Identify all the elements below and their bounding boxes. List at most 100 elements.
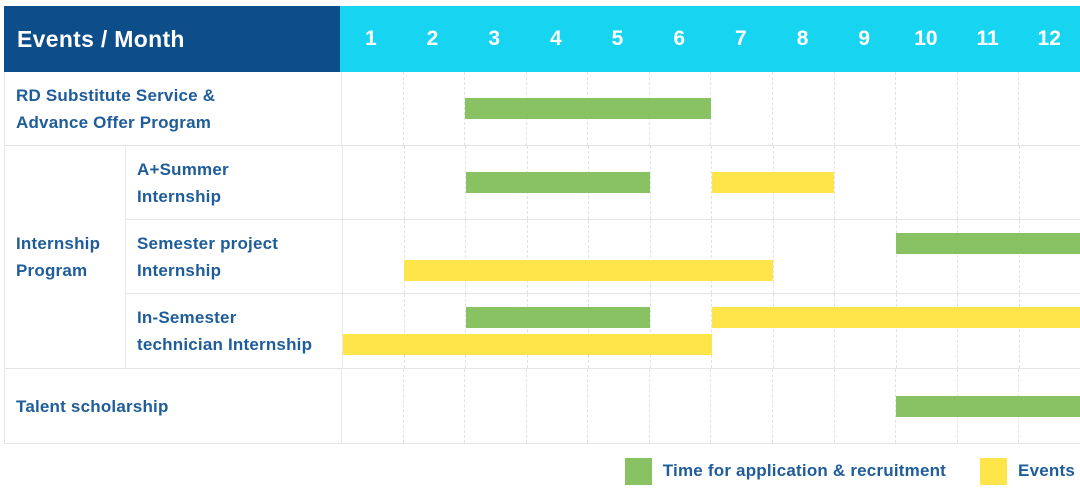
grid-cell	[772, 72, 834, 145]
grid-cell	[1018, 220, 1080, 293]
bar-track	[343, 307, 1080, 328]
row-label: Semester project Internship	[126, 220, 342, 293]
legend-item-events: Events	[980, 457, 1075, 485]
grid-cell	[957, 220, 1019, 293]
events-month-header-cell: Events / Month	[4, 6, 340, 72]
gantt-row: RD Substitute Service & Advance Offer Pro…	[5, 72, 1080, 146]
month-header-2: 2	[426, 27, 439, 50]
row-label-line: Talent scholarship	[16, 396, 169, 416]
bar-track	[343, 259, 1080, 281]
row-label: RD Substitute Service & Advance Offer Pro…	[5, 72, 341, 145]
grid-cell	[526, 220, 589, 293]
grid-cell	[648, 369, 711, 443]
grid-cell	[1018, 146, 1080, 219]
group-label-line: Program	[16, 261, 88, 280]
row-timeline	[342, 294, 1080, 368]
month-header-9: 9	[858, 27, 871, 50]
row-label: A+Summer Internship	[126, 146, 342, 219]
legend-label-recruitment: Time for application & recruitment	[662, 461, 947, 480]
grid-cell	[711, 220, 773, 293]
gantt-row: Talent scholarship	[5, 369, 1080, 443]
row-label-line: Semester project	[137, 233, 279, 253]
grid-cell	[957, 294, 1019, 368]
bar-recruitment	[895, 395, 1080, 417]
bar-track	[342, 98, 1080, 119]
month-header-8: 8	[796, 27, 809, 50]
bar-recruitment	[465, 98, 711, 119]
grid-cell	[833, 72, 896, 145]
gantt-table: Events / Month 1 2 3 4 5 6 7 8 9 10 11 12 RD Substi…	[4, 6, 1080, 444]
grid-cell	[895, 220, 958, 293]
grid-cell	[343, 220, 404, 293]
bar-events	[711, 307, 1080, 328]
bar-track	[343, 172, 1080, 193]
grid-cell	[403, 294, 466, 368]
bar-track	[342, 395, 1080, 417]
bar-track	[343, 334, 1080, 355]
row-timeline	[341, 369, 1080, 443]
bar-events	[711, 172, 835, 193]
grid-cell	[834, 294, 896, 368]
grid-cell	[464, 72, 526, 145]
gantt-row: Semester project Internship	[126, 220, 1080, 294]
row-label-line: RD Substitute Service &	[16, 85, 216, 105]
row-label-line: technician Internship	[137, 335, 313, 354]
row-timeline	[342, 220, 1080, 293]
group-rows: A+Summer Internship Semester project Intern…	[125, 146, 1080, 368]
month-header-12: 12	[1037, 27, 1061, 50]
grid-cell	[649, 220, 712, 293]
bar-track	[343, 232, 1080, 254]
row-timeline	[342, 146, 1080, 219]
grid-cell	[957, 146, 1019, 219]
gantt-header-row: Events / Month 1 2 3 4 5 6 7 8 9 10 11 12	[4, 6, 1080, 72]
gantt-body: RD Substitute Service & Advance Offer Pro…	[4, 72, 1080, 444]
grid-cell	[343, 294, 404, 368]
bar-events	[404, 259, 773, 281]
month-header-4: 4	[550, 27, 562, 50]
grid-cell	[403, 146, 466, 219]
row-label-line: Internship	[137, 260, 222, 280]
grid-cell	[772, 294, 835, 368]
gantt-row: A+Summer Internship	[126, 146, 1080, 220]
row-label: In-Semester technician Internship	[126, 294, 342, 368]
grid-cell	[711, 146, 773, 219]
month-header-5: 5	[611, 27, 624, 50]
group-label-line: Internship	[16, 234, 101, 253]
grid-cell	[588, 220, 650, 293]
grid-cell	[402, 369, 465, 443]
row-group-internship: Internship Program A+Summer Internship Semes…	[5, 146, 1080, 369]
month-grid	[343, 220, 1080, 293]
row-timeline	[341, 72, 1080, 145]
grid-cell	[1018, 294, 1080, 368]
grid-cell	[402, 72, 465, 145]
grid-cell	[1018, 72, 1080, 145]
grid-cell	[465, 220, 527, 293]
month-header-11: 11	[976, 27, 999, 50]
grid-cell	[895, 146, 958, 219]
bar-recruitment	[895, 232, 1080, 254]
grid-cell	[895, 294, 958, 368]
grid-cell	[526, 294, 589, 368]
group-label: Internship Program	[5, 146, 125, 368]
grid-cell	[525, 369, 588, 443]
grid-cell	[588, 294, 650, 368]
grid-cell	[834, 220, 896, 293]
month-header-6: 6	[673, 27, 686, 50]
yellow-swatch-icon	[980, 457, 1008, 485]
grid-cell	[587, 369, 649, 443]
grid-cell	[465, 146, 527, 219]
grid-cell	[710, 369, 772, 443]
month-header-3: 3	[488, 27, 501, 50]
month-header-1: 1	[364, 27, 377, 50]
row-label-line: Advance Offer Program	[16, 112, 212, 132]
green-swatch-icon	[624, 457, 652, 485]
gantt-row: In-Semester technician Internship	[126, 294, 1080, 368]
grid-cell	[772, 369, 834, 443]
bar-recruitment	[465, 172, 651, 193]
grid-cell	[956, 72, 1019, 145]
grid-cell	[403, 220, 466, 293]
month-header-10: 10	[914, 27, 938, 50]
legend: Time for application & recruitment Event…	[624, 456, 1075, 486]
grid-cell	[834, 146, 896, 219]
